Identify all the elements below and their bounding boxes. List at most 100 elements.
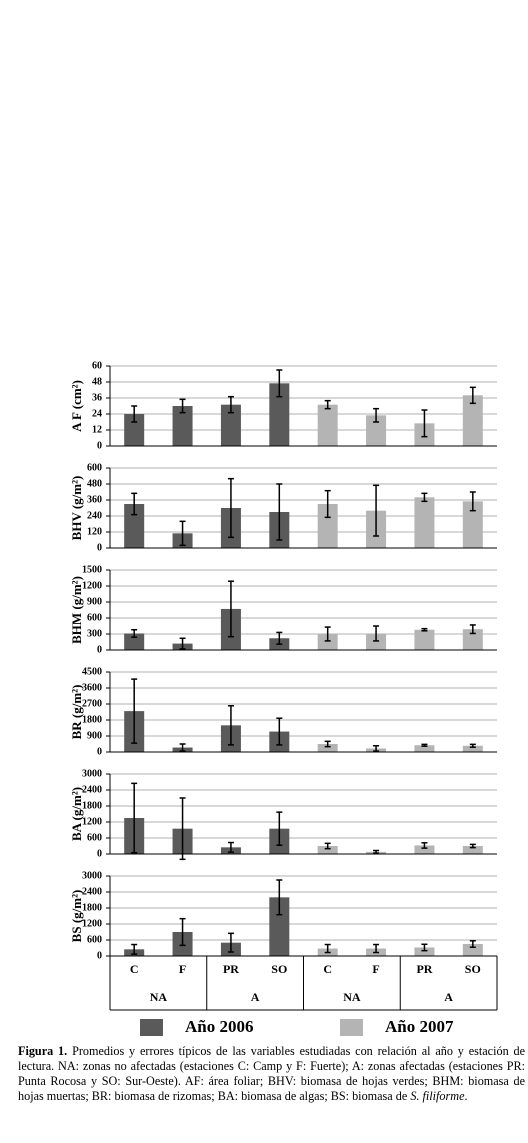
- bar: [317, 744, 338, 752]
- y-tick-label: 0: [97, 644, 102, 655]
- y-tick-label: 360: [87, 494, 102, 505]
- y-tick-label: 1500: [82, 564, 102, 575]
- error-bar: [373, 625, 380, 642]
- bar: [317, 404, 338, 446]
- y-axis-label: BS (g/m²): [69, 890, 84, 943]
- bar: [462, 745, 483, 752]
- error-bar: [469, 743, 476, 748]
- group-label: NA: [150, 990, 168, 1004]
- error-bar: [324, 399, 331, 410]
- y-tick-label: 600: [87, 832, 102, 843]
- error-bar: [131, 943, 138, 955]
- bar: [462, 629, 483, 650]
- y-tick-label: 4500: [82, 666, 102, 677]
- y-tick-label: 1800: [82, 714, 102, 725]
- y-tick-label: 240: [87, 510, 102, 521]
- error-bar: [373, 745, 380, 752]
- y-tick-label: 12: [92, 424, 102, 435]
- bar: [317, 504, 338, 548]
- y-tick-label: 1200: [82, 580, 102, 591]
- y-tick-label: 0: [97, 440, 102, 451]
- y-tick-label: 24: [92, 408, 102, 419]
- error-bar: [373, 849, 380, 854]
- error-bar: [324, 943, 331, 954]
- y-tick-label: 3600: [82, 682, 102, 693]
- error-bar: [469, 624, 476, 635]
- error-bar: [421, 842, 428, 849]
- error-bar: [373, 407, 380, 423]
- caption-italic: S. filiforme: [410, 1089, 465, 1103]
- error-bar: [179, 398, 186, 414]
- y-axis-label: A F (cm²): [69, 380, 84, 432]
- bar: [462, 944, 483, 956]
- error-bar: [227, 841, 234, 853]
- error-bar: [421, 627, 428, 632]
- caption-text: Promedios y errores típicos de las varia…: [18, 1044, 526, 1103]
- error-bar: [373, 484, 380, 537]
- x-tick-label: PR: [416, 962, 432, 976]
- y-tick-label: 3000: [82, 870, 102, 881]
- error-bar: [179, 743, 186, 752]
- bar: [414, 947, 435, 956]
- y-tick-label: 120: [87, 526, 102, 537]
- legend-swatch: [140, 1019, 163, 1036]
- error-bar: [131, 628, 138, 638]
- bar: [220, 404, 241, 446]
- y-tick-label: 0: [97, 746, 102, 757]
- error-bar: [421, 743, 428, 747]
- error-bar: [469, 843, 476, 849]
- y-axis-label: BA (g/m²): [69, 787, 84, 841]
- y-tick-label: 2400: [82, 784, 102, 795]
- caption: Figura 1. Promedios y errores típicos de…: [18, 1044, 525, 1104]
- error-bar: [276, 879, 283, 916]
- x-tick-label: SO: [465, 962, 481, 976]
- error-bar: [276, 483, 283, 541]
- error-bar: [276, 631, 283, 645]
- error-bar: [469, 940, 476, 948]
- bar: [172, 406, 193, 446]
- bar: [317, 634, 338, 650]
- bar: [124, 504, 145, 548]
- y-tick-label: 900: [87, 730, 102, 741]
- error-bar: [324, 626, 331, 642]
- error-bar: [131, 782, 138, 854]
- error-bar: [324, 740, 331, 748]
- legend-label: Año 2007: [385, 1017, 454, 1036]
- error-bar: [227, 932, 234, 953]
- error-bar: [179, 520, 186, 547]
- y-tick-label: 1200: [82, 816, 102, 827]
- bar: [269, 383, 290, 446]
- group-label: NA: [343, 990, 361, 1004]
- bar: [269, 897, 290, 956]
- y-tick-label: 1800: [82, 902, 102, 913]
- bar: [462, 501, 483, 548]
- error-bar: [227, 395, 234, 414]
- error-bar: [179, 917, 186, 947]
- error-bar: [227, 580, 234, 638]
- legend-label: Año 2006: [185, 1017, 253, 1036]
- x-tick-label: C: [130, 962, 139, 976]
- bar: [124, 633, 145, 650]
- error-bar: [276, 811, 283, 846]
- error-bar: [421, 943, 428, 952]
- bar: [414, 845, 435, 854]
- y-tick-label: 3000: [82, 768, 102, 779]
- y-tick-label: 2700: [82, 698, 102, 709]
- y-tick-label: 1800: [82, 800, 102, 811]
- x-tick-label: F: [179, 962, 186, 976]
- error-bar: [131, 405, 138, 423]
- y-axis-label: BHV (g/m²): [69, 476, 84, 541]
- error-bar: [421, 492, 428, 503]
- bar: [462, 395, 483, 446]
- error-bar: [324, 842, 331, 850]
- bar: [366, 415, 387, 446]
- bar: [462, 846, 483, 854]
- y-tick-label: 0: [97, 848, 102, 859]
- y-tick-label: 1200: [82, 918, 102, 929]
- bar: [124, 414, 145, 446]
- y-tick-label: 600: [87, 462, 102, 473]
- error-bar: [373, 943, 380, 954]
- error-bar: [131, 678, 138, 744]
- bar: [414, 745, 435, 752]
